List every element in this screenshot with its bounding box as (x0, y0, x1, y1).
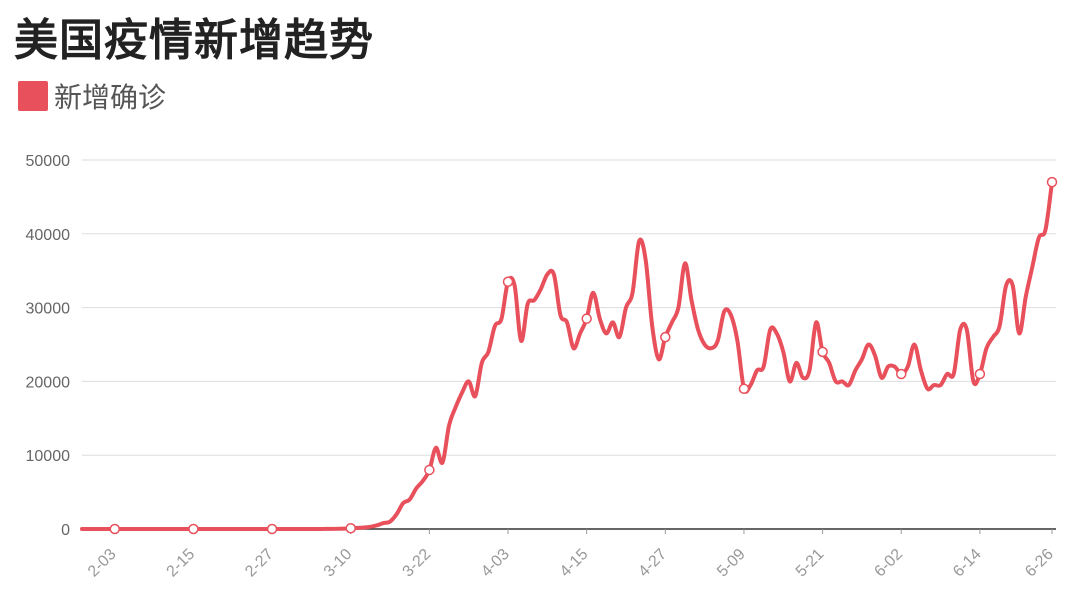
y-tick-label: 40000 (26, 227, 71, 244)
data-point-marker[interactable] (110, 525, 119, 534)
x-tick-label: 6-14 (950, 546, 985, 581)
x-tick-label: 4-03 (478, 546, 513, 581)
x-tick-labels: 2-03 2-15 2-27 3-10 3-22 4-03 4-15 4-27 5-09 5-21… (85, 546, 1057, 581)
data-point-marker[interactable] (582, 314, 591, 323)
x-tick-label: 6-02 (871, 546, 906, 581)
x-tick-label: 6-26 (1022, 546, 1057, 581)
grid-lines (82, 160, 1056, 455)
x-tick-label: 4-15 (557, 546, 592, 581)
data-point-marker[interactable] (504, 277, 513, 286)
series-markers (110, 178, 1056, 534)
data-point-marker[interactable] (897, 370, 906, 379)
y-tick-labels: 0 10000 20000 30000 40000 50000 (26, 153, 71, 539)
data-point-marker[interactable] (818, 347, 827, 356)
x-tick-label: 2-27 (242, 546, 277, 581)
x-tick-label: 3-10 (321, 546, 356, 581)
data-point-marker[interactable] (268, 525, 277, 534)
data-point-marker[interactable] (975, 370, 984, 379)
x-tick-label: 4-27 (635, 546, 670, 581)
data-point-marker[interactable] (739, 384, 748, 393)
x-tick-label: 3-22 (400, 546, 435, 581)
data-point-marker[interactable] (425, 465, 434, 474)
y-tick-label: 30000 (26, 301, 71, 318)
y-tick-label: 0 (61, 522, 70, 539)
y-tick-label: 20000 (26, 374, 71, 391)
x-tick-label: 2-15 (164, 546, 199, 581)
x-tick-label: 5-09 (714, 546, 749, 581)
y-tick-label: 10000 (26, 448, 71, 465)
data-point-marker[interactable] (346, 524, 355, 533)
data-point-marker[interactable] (1048, 178, 1057, 187)
data-point-marker[interactable] (189, 525, 198, 534)
x-tick-label: 5-21 (793, 546, 828, 581)
x-tick-label: 2-03 (85, 546, 120, 581)
y-tick-label: 50000 (26, 153, 71, 170)
data-point-marker[interactable] (661, 333, 670, 342)
